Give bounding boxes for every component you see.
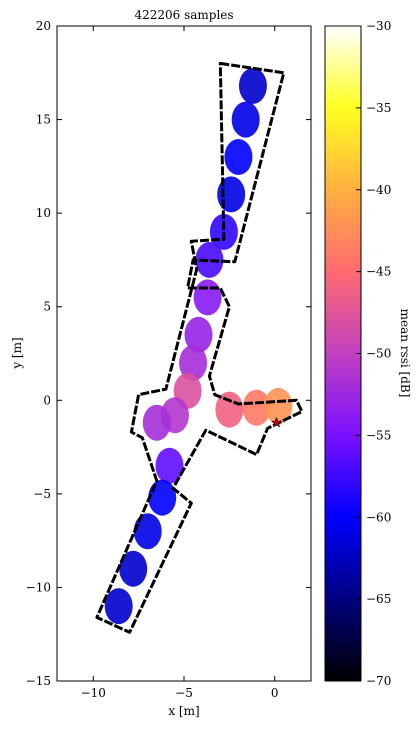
colorbar-tick-label: −45 [366, 265, 391, 279]
colorbar-tick-label: −70 [366, 674, 391, 688]
colorbar-tick-label: −60 [366, 510, 391, 524]
chart-title: 422206 samples [134, 8, 233, 22]
colorbar: −70 −65 −60 −55 −50 −45 −40 −35 −30 [324, 19, 391, 688]
y-tick-label: 10 [36, 206, 51, 220]
y-tick-label: 0 [43, 393, 51, 407]
sample-cell [215, 391, 244, 428]
sample-cell [184, 316, 213, 353]
sample-cell [104, 588, 133, 625]
colorbar-tick-label: −65 [366, 592, 391, 606]
colorbar-tick-label: −35 [366, 101, 391, 115]
colorbar-tick-label: −55 [366, 428, 391, 442]
x-tick-label: −10 [81, 686, 106, 700]
plot-area: −10 −5 0 −15 −10 −5 0 5 10 15 20 [26, 19, 312, 700]
colorbar-tick-label: −50 [366, 347, 391, 361]
sample-cell [179, 344, 208, 381]
colorbar-tick-label: −40 [366, 183, 391, 197]
sample-cell [224, 139, 253, 175]
colorbar-label: mean rssi [dB] [398, 309, 412, 398]
sample-cell [155, 447, 184, 484]
y-axis-label: y [m] [10, 337, 24, 369]
building-outline [95, 61, 304, 634]
x-tick-label: −5 [175, 686, 193, 700]
y-tick-label: −10 [26, 580, 51, 594]
sample-cell [133, 513, 162, 550]
y-tick-label: −5 [33, 487, 51, 501]
access-point-star-icon [271, 416, 283, 428]
y-tick-label: 15 [36, 113, 51, 127]
y-tick-label: 20 [36, 19, 51, 33]
sample-cells [104, 67, 293, 625]
colorbar-gradient [324, 25, 362, 682]
sample-cell [231, 101, 260, 138]
sample-cell [148, 479, 177, 516]
sample-cell [195, 241, 224, 278]
sample-cell [119, 550, 148, 587]
sample-cell [242, 389, 271, 426]
x-tick-label: 0 [271, 686, 279, 700]
sample-cell [193, 279, 222, 316]
x-axis-label: x [m] [168, 704, 199, 718]
sample-cell [264, 387, 293, 424]
y-tick-label: 5 [43, 300, 51, 314]
colorbar-tick-label: −30 [366, 19, 391, 33]
sample-cell [142, 404, 171, 441]
y-tick-label: −15 [26, 674, 51, 688]
sample-cell [238, 67, 267, 104]
